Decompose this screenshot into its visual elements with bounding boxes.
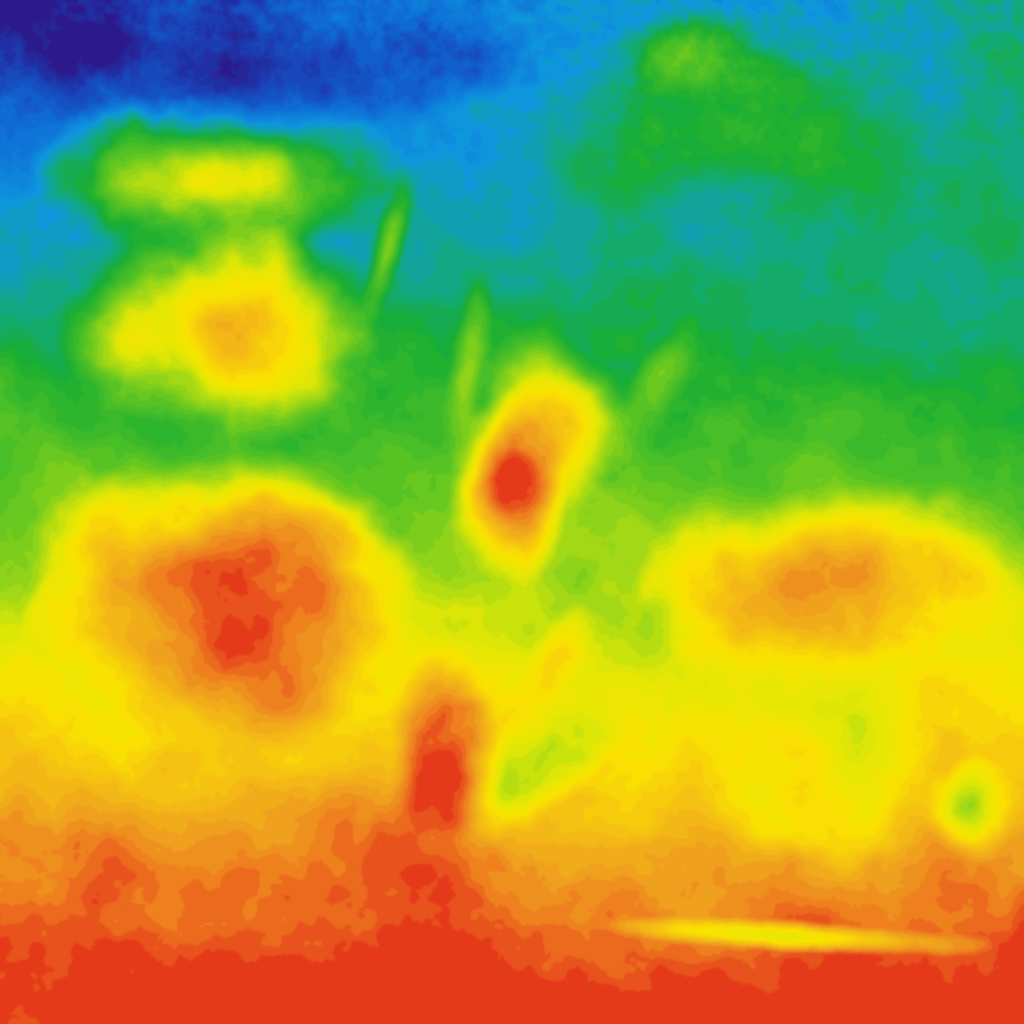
temperature-map[interactable] bbox=[0, 0, 1024, 1024]
temperature-raster-canvas[interactable] bbox=[0, 0, 1024, 1024]
